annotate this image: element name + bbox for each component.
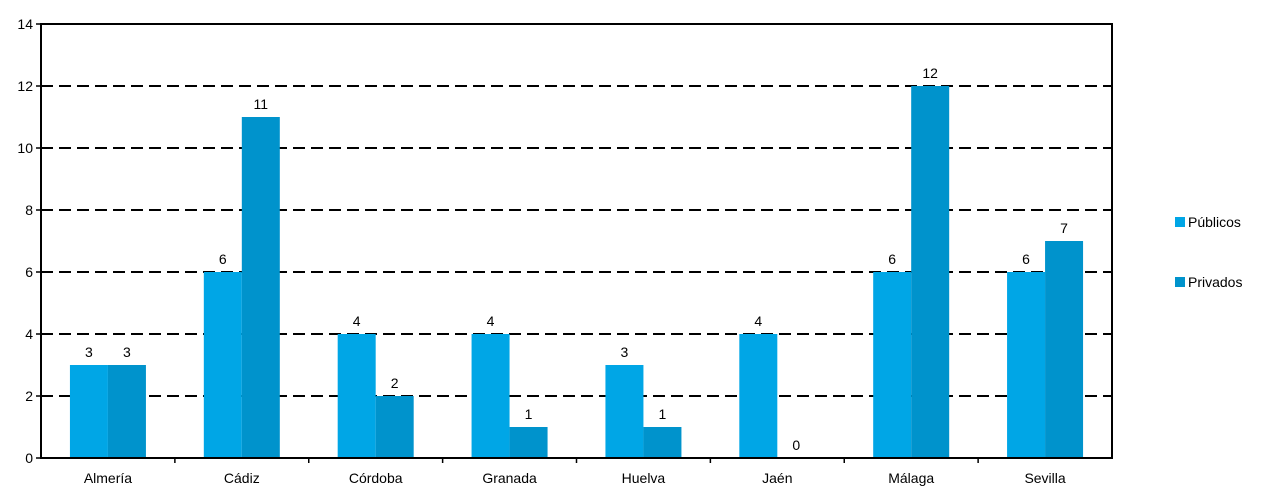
data-label: 3 <box>621 344 629 360</box>
x-axis-ticks: Almería Cádiz Córdoba Granada Huelva Jaén Mála… <box>84 458 1066 486</box>
y-tick-label: 6 <box>25 264 33 280</box>
bar-publicos <box>471 334 510 458</box>
bar-privados <box>509 427 548 458</box>
y-tick-label: 0 <box>25 450 33 466</box>
x-tick-label: Granada <box>482 470 537 486</box>
data-label: 3 <box>123 344 131 360</box>
legend: Públicos Privados <box>1175 214 1242 290</box>
data-label: 1 <box>659 406 667 422</box>
bar-publicos <box>203 272 242 458</box>
y-tick-label: 14 <box>17 16 33 32</box>
bar-publicos <box>739 334 778 458</box>
x-tick-label: Cádiz <box>224 470 260 486</box>
bars <box>69 86 1084 458</box>
data-label: 7 <box>1060 220 1068 236</box>
y-tick-label: 12 <box>17 78 33 94</box>
bar-privados <box>1045 241 1084 458</box>
data-label: 4 <box>754 313 762 329</box>
bar-privados <box>911 86 950 458</box>
bar-publicos <box>873 272 912 458</box>
y-tick-label: 2 <box>25 388 33 404</box>
bar-publicos <box>337 334 376 458</box>
data-label: 4 <box>353 313 361 329</box>
plot-frame <box>40 23 1113 459</box>
data-labels: 3 3 6 11 4 2 4 1 3 1 4 0 6 12 6 7 <box>85 65 1068 453</box>
bar-publicos <box>1007 272 1046 458</box>
bar-privados <box>375 396 414 458</box>
y-axis-ticks: 0 2 4 6 8 10 12 14 <box>17 16 41 466</box>
data-label: 11 <box>254 96 269 112</box>
legend-swatch <box>1175 277 1185 287</box>
x-tick-label: Jaén <box>762 470 792 486</box>
data-label: 6 <box>888 251 896 267</box>
gridlines <box>41 85 1112 397</box>
y-tick-label: 4 <box>25 326 33 342</box>
x-tick-label: Málaga <box>888 470 934 486</box>
x-tick-label: Sevilla <box>1024 470 1065 486</box>
y-tick-label: 10 <box>17 140 33 156</box>
data-label: 6 <box>219 251 227 267</box>
bar-publicos <box>69 365 108 458</box>
data-label: 0 <box>792 437 800 453</box>
legend-label: Privados <box>1188 274 1242 290</box>
x-tick-label: Córdoba <box>349 470 403 486</box>
bar-privados <box>643 427 682 458</box>
bar-privados <box>241 117 280 458</box>
data-label: 6 <box>1022 251 1030 267</box>
bar-privados <box>107 365 146 458</box>
legend-label: Públicos <box>1188 214 1241 230</box>
data-label: 12 <box>922 65 938 81</box>
x-tick-label: Huelva <box>622 470 666 486</box>
legend-swatch <box>1175 217 1185 227</box>
data-label: 3 <box>85 344 93 360</box>
data-label: 2 <box>391 375 399 391</box>
bar-publicos <box>605 365 644 458</box>
data-label: 4 <box>487 313 495 329</box>
y-tick-label: 8 <box>25 202 33 218</box>
x-tick-label: Almería <box>84 470 132 486</box>
data-label: 1 <box>525 406 533 422</box>
